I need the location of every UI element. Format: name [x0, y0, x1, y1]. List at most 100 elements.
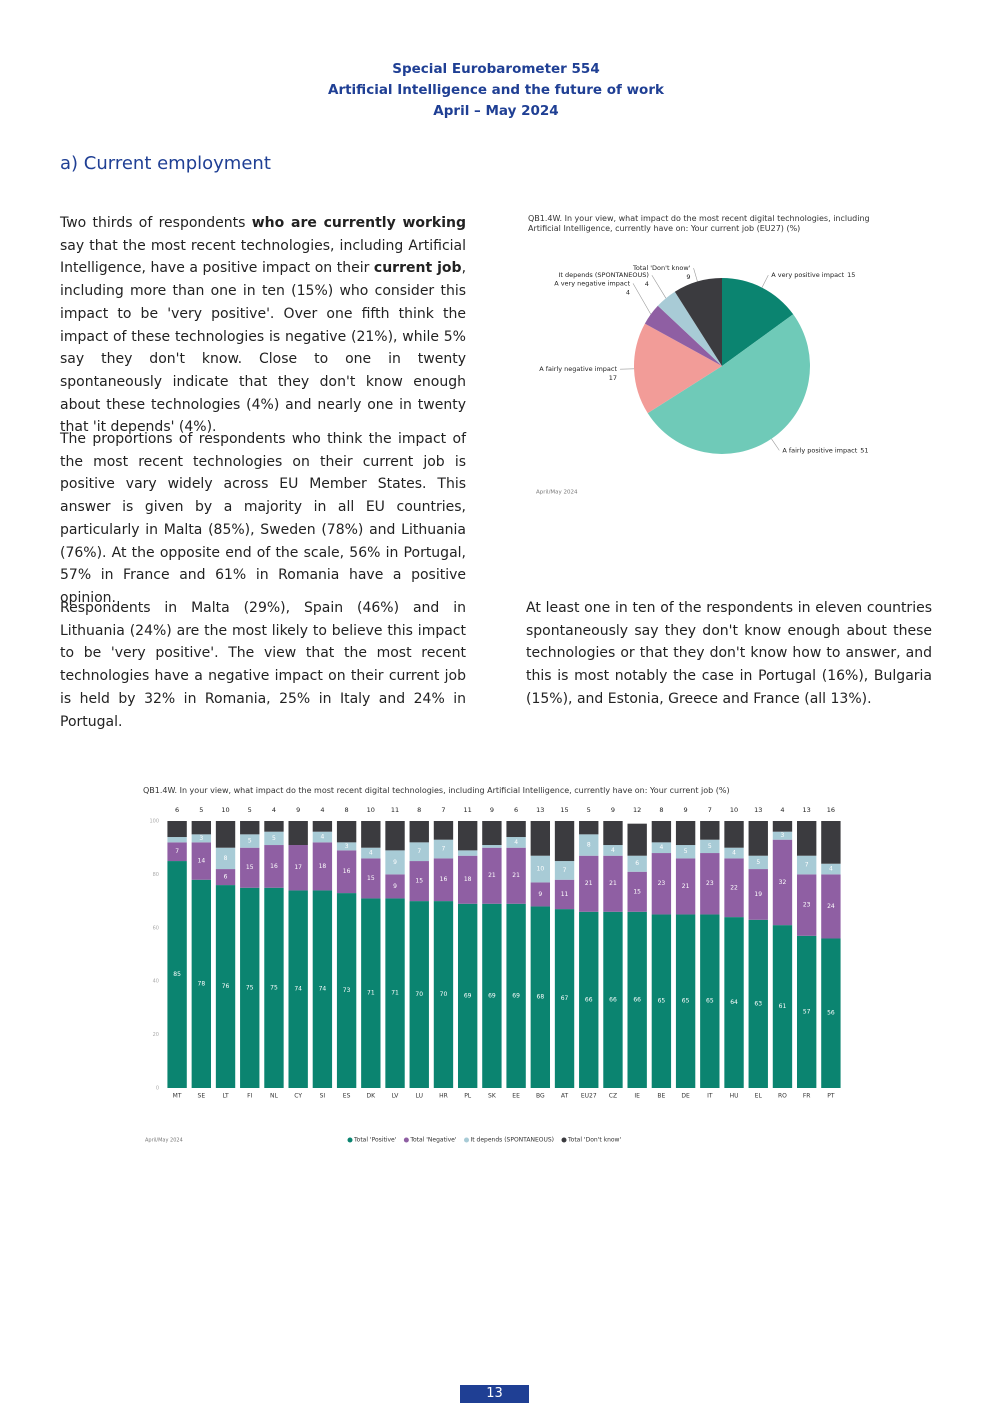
x-tick-label: SI — [320, 1093, 326, 1100]
pie-label-value: 9 — [686, 273, 690, 281]
x-tick-label: ES — [343, 1093, 351, 1100]
bar-segment — [796, 874, 817, 936]
leader-line — [761, 274, 769, 288]
value-label: 70 — [415, 991, 423, 998]
bar-segment — [215, 847, 236, 870]
value-label: 7 — [563, 867, 567, 874]
bar-segment — [724, 821, 744, 848]
value-label: 75 — [270, 984, 278, 991]
value-label: 8 — [659, 806, 663, 814]
bar-segment — [675, 821, 696, 846]
bar-segment — [506, 847, 526, 904]
bar-segment — [821, 874, 841, 939]
text-run: say that the most recent technologies, i… — [60, 237, 466, 277]
bar-segment — [748, 821, 768, 856]
bar-segment — [554, 861, 575, 880]
bar-segment — [312, 821, 333, 832]
bar-segment — [482, 903, 502, 1088]
value-label: 13 — [754, 806, 762, 814]
value-label: 7 — [708, 806, 712, 814]
paragraph: Respondents in Malta (29%), Spain (46%) … — [60, 597, 466, 733]
bar-segment — [240, 847, 260, 888]
page-number: 13 — [460, 1385, 529, 1403]
bar-segment — [191, 879, 212, 1088]
bar-segment — [554, 879, 575, 910]
value-label: 12 — [633, 806, 641, 814]
value-label: 66 — [585, 996, 593, 1003]
pie-label-value: 17 — [609, 374, 617, 382]
value-label: 76 — [222, 983, 230, 990]
text-run: who are currently working — [251, 215, 467, 231]
bar-segment — [700, 839, 720, 854]
legend-label: Total 'Negative' — [409, 1137, 456, 1144]
bar-segment — [191, 842, 212, 880]
value-label: 65 — [658, 998, 666, 1005]
value-label: 6 — [224, 874, 228, 881]
bar-segment — [312, 831, 333, 843]
value-label: 4 — [780, 806, 784, 814]
bar-segment — [482, 845, 502, 848]
x-tick-label: DE — [681, 1093, 690, 1100]
bar-segment — [167, 837, 187, 843]
bar-segment — [457, 903, 478, 1088]
y-tick-label: 60 — [153, 925, 159, 931]
value-label: 70 — [440, 991, 448, 998]
value-label: 4 — [369, 850, 373, 857]
text-run: The proportions of respondents who think… — [60, 431, 466, 606]
pie-label: A very negative impact 4 — [554, 279, 630, 296]
bar-segment — [385, 821, 405, 851]
bar-segment — [627, 823, 647, 856]
value-label: 16 — [270, 863, 278, 870]
bar-segment — [288, 821, 308, 846]
pie-label-name: A very positive impact — [771, 271, 844, 279]
x-tick-label: HU — [730, 1093, 739, 1100]
chart-source: April/May 2024 — [145, 1138, 183, 1144]
x-tick-label: RO — [778, 1093, 787, 1100]
value-label: 17 — [294, 864, 302, 871]
text-run: , including more than one in ten (15%) w… — [60, 260, 467, 436]
pie-label: A fairly positive impact 51 — [782, 446, 868, 454]
bar-segment — [409, 861, 429, 902]
bar-segment — [579, 855, 599, 912]
bar-segment — [603, 821, 623, 846]
y-tick-label: 0 — [156, 1086, 159, 1092]
bar-segment — [675, 845, 696, 859]
value-label: 16 — [343, 868, 351, 875]
x-tick-label: IE — [634, 1093, 640, 1100]
x-tick-label: LU — [416, 1093, 423, 1100]
bar-segment — [482, 847, 502, 904]
bar-segment — [457, 821, 478, 851]
value-label: 66 — [633, 996, 641, 1003]
pie-chart: QB1.4W. In your view, what impact do the… — [528, 214, 878, 508]
value-label: 4 — [320, 834, 324, 841]
text-run: Respondents in Malta (29%), Spain (46%) … — [60, 600, 466, 730]
value-label: 8 — [345, 806, 349, 814]
value-label: 18 — [319, 863, 327, 870]
value-label: 6 — [635, 860, 639, 867]
bar-segment — [482, 821, 502, 846]
value-label: 69 — [512, 992, 520, 999]
bar-segment — [361, 858, 381, 899]
bar-segment — [651, 853, 672, 915]
value-label: 6 — [514, 806, 518, 814]
value-label: 56 — [827, 1010, 835, 1017]
pie-label: Total 'Don't know' 9 — [632, 264, 691, 281]
pie-svg: A very positive impact 15 A fairly positiv… — [536, 264, 869, 495]
bar-segment — [361, 821, 381, 848]
legend-label: Total 'Positive' — [353, 1137, 397, 1144]
y-tick-label: 20 — [153, 1032, 159, 1038]
bar-segment — [167, 861, 187, 1088]
bar-segment — [385, 874, 405, 899]
bar-segment — [579, 821, 599, 835]
bar-segment — [240, 821, 260, 835]
x-tick-label: CZ — [609, 1093, 617, 1100]
leader-line — [771, 438, 780, 451]
paragraph: The proportions of respondents who think… — [60, 428, 466, 610]
bar-segment — [264, 821, 284, 832]
value-label: 19 — [754, 891, 762, 898]
bar-segment — [264, 887, 284, 1088]
x-tick-label: EL — [755, 1093, 763, 1100]
bar-segment — [215, 821, 236, 848]
bar-segment — [700, 853, 720, 915]
